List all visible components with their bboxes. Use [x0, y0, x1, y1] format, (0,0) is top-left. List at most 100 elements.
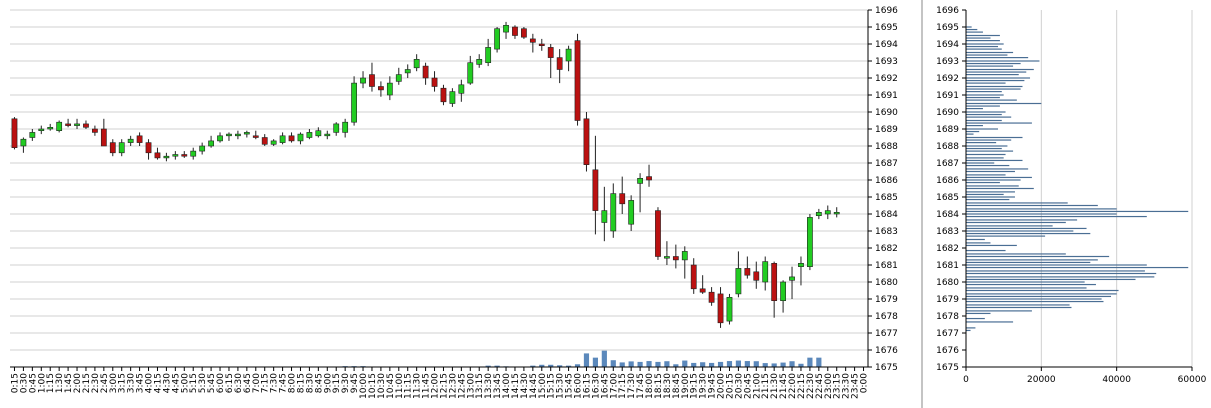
x-tick-label: 4:45 [171, 373, 181, 393]
candle-body [610, 193, 617, 232]
profile-bar [966, 96, 1000, 99]
y-tick-label: 1692 [875, 74, 898, 84]
x-tick-label: 10:00 [359, 373, 369, 399]
candle-body [744, 268, 751, 276]
profile-bar [966, 37, 991, 39]
x-tick-label: 10:45 [386, 373, 396, 399]
x-tick-label: 2:00 [73, 373, 83, 393]
profile-bar [966, 191, 1015, 193]
volume-bar [494, 365, 500, 367]
candle-body [65, 123, 71, 126]
profile-bar [966, 174, 1006, 176]
candle-body [190, 150, 197, 157]
x-tick-label: 22:45 [815, 373, 825, 399]
profile-bar [966, 213, 1117, 215]
volume-bar [789, 361, 795, 367]
x-tick-label: 7:45 [279, 373, 289, 393]
candle-body [780, 281, 786, 302]
profile-bar [966, 281, 1085, 283]
candle-body [29, 132, 36, 138]
candle-body [547, 47, 554, 58]
x-tick-label: 5:30 [198, 373, 208, 393]
y-tick-label: 1689 [936, 125, 959, 135]
candle-body [127, 138, 134, 143]
profile-bar [966, 310, 1032, 312]
profile-bar [966, 261, 1091, 264]
x-tick-label: 12:15 [439, 373, 449, 399]
x-tick-label: 11:30 [413, 373, 423, 399]
y-tick-label: 1679 [936, 295, 959, 305]
profile-bar [966, 204, 1098, 207]
x-tick-label: 23:15 [833, 373, 843, 399]
volume-bar [798, 363, 804, 367]
x-tick-label: 15:45 [565, 373, 575, 399]
x-tick-label: 60000 [1178, 375, 1207, 385]
x-tick-label: 0:45 [28, 373, 38, 393]
volume-bar [619, 362, 625, 367]
candle-body [118, 142, 125, 154]
x-tick-label: 19:15 [690, 373, 700, 399]
profile-bar [966, 164, 1010, 167]
volume-bar [762, 363, 768, 367]
x-tick-label: 22:30 [806, 373, 816, 399]
profile-bar [966, 244, 1017, 247]
profile-bar [966, 215, 1147, 218]
x-tick-label: 0 [963, 375, 969, 385]
candle-body [833, 212, 840, 215]
candle-body [655, 210, 661, 257]
candle-body [378, 86, 384, 91]
candlestick-y-axis: 1675 1676 1677 1678 1679 1680 1681 1682 1683 1684… [868, 6, 898, 373]
profile-bar [966, 208, 1117, 210]
candle-body [136, 135, 143, 143]
profile-bar [966, 65, 1014, 67]
candle-body [288, 135, 295, 142]
x-tick-label: 10:30 [377, 373, 387, 399]
x-tick-label: 20000 [1027, 375, 1056, 385]
candle-body [56, 121, 63, 131]
x-tick-label: 5:15 [189, 373, 199, 393]
volume-bar [539, 364, 545, 367]
profile-bar [966, 230, 1074, 232]
profile-bar [966, 145, 1008, 147]
y-tick-label: 1676 [875, 346, 898, 356]
candle-body [726, 296, 733, 322]
candle-body [815, 212, 822, 217]
y-tick-label: 1682 [936, 244, 959, 254]
profile-bar [966, 125, 983, 127]
x-tick-label: 23:30 [842, 373, 852, 399]
profile-bar [966, 68, 1034, 71]
profile-bar [966, 278, 1136, 281]
y-tick-label: 1681 [936, 261, 959, 271]
profile-bar [966, 168, 1029, 170]
x-tick-label: 16:15 [582, 373, 592, 399]
candle-body [503, 24, 509, 33]
x-tick-label: 19:00 [681, 373, 691, 399]
x-tick-label: 9:15 [332, 373, 342, 393]
candle-body [807, 217, 813, 267]
x-tick-label: 4:15 [153, 373, 163, 393]
profile-bar [966, 181, 1000, 184]
candle-body [360, 77, 366, 84]
x-tick-label: 3:00 [109, 373, 119, 393]
y-tick-label: 1688 [875, 142, 898, 152]
profile-bar [966, 219, 1078, 221]
profile-bar [966, 54, 1008, 56]
profile-bar [966, 276, 1155, 278]
profile-bar [966, 295, 1112, 298]
candle-body [38, 128, 45, 131]
profile-bar [966, 210, 1189, 213]
y-tick-label: 1685 [936, 193, 959, 203]
profile-bar [966, 45, 999, 48]
profile-bar [966, 43, 1004, 45]
y-tick-label: 1694 [875, 40, 898, 50]
volume-bar [726, 361, 733, 367]
x-tick-label: 21:00 [752, 373, 762, 399]
candle-body [458, 84, 465, 94]
profile-bar [966, 242, 991, 244]
y-tick-label: 1691 [936, 91, 959, 101]
profile-bar [966, 82, 1006, 84]
profile-bar [966, 185, 1019, 187]
candle-body [646, 176, 652, 181]
x-tick-label: 20:00 [717, 373, 727, 399]
